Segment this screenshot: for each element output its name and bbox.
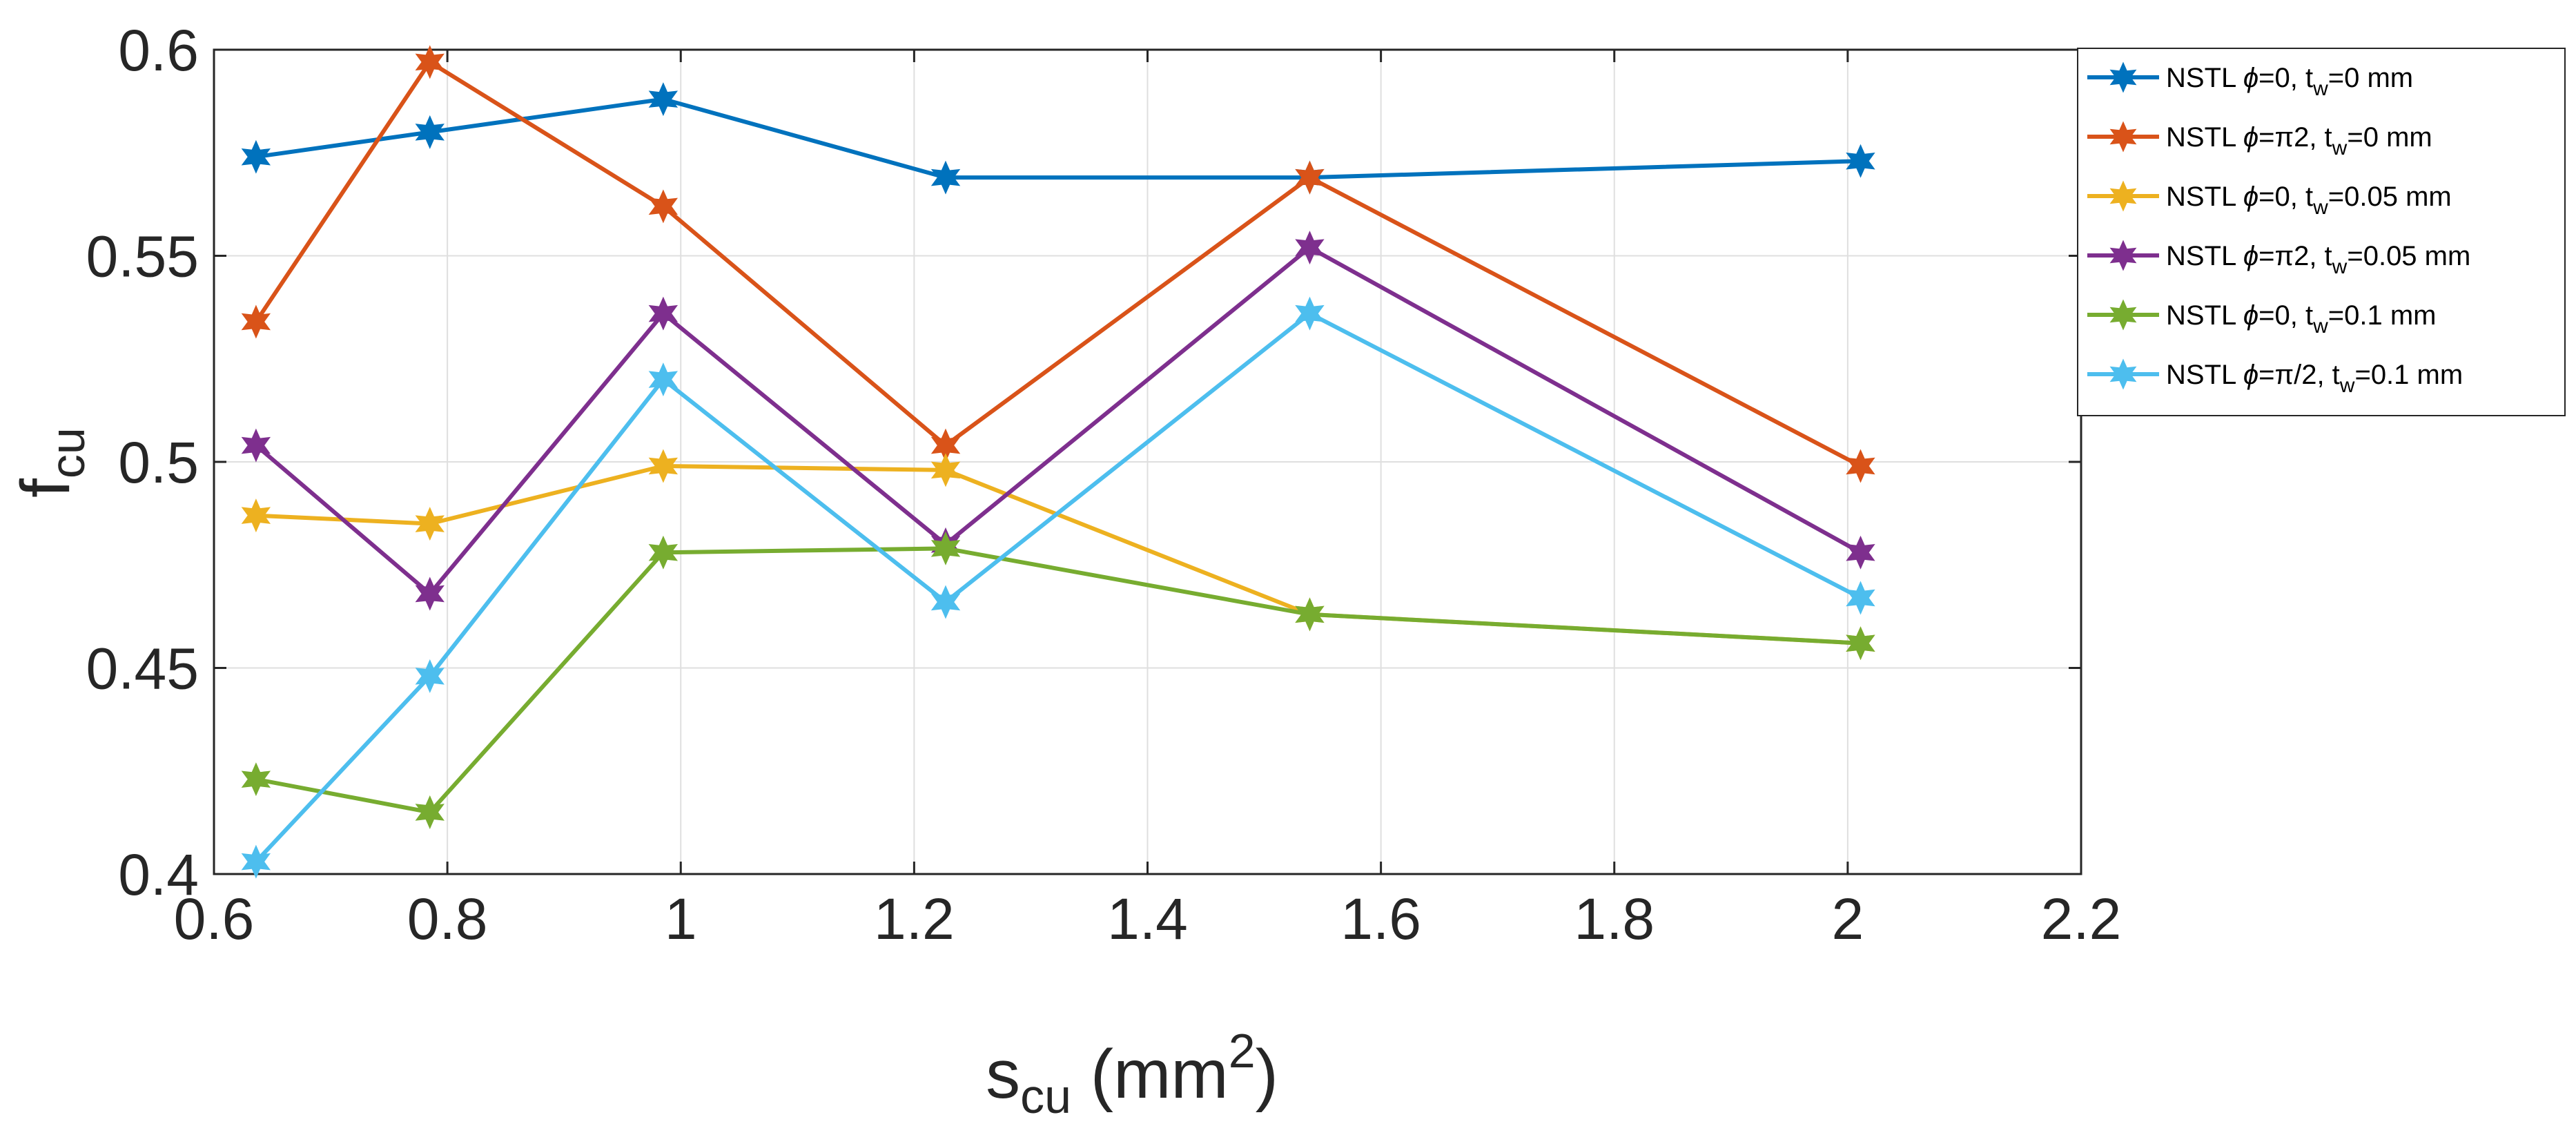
x-tick-label: 2 (1832, 886, 1864, 951)
x-tick-label: 0.8 (407, 886, 488, 951)
data-point (1846, 626, 1875, 661)
series-line (255, 464, 1861, 646)
legend-entry: NSTL ϕ=π2, tw=0 mm (2087, 121, 2432, 159)
legend-label: NSTL ϕ=π2, tw=0 mm (2166, 122, 2432, 159)
data-point (930, 531, 961, 565)
series-s4 (241, 531, 1875, 829)
legend-box (2077, 48, 2566, 416)
data-point (648, 362, 679, 397)
series-s0 (241, 82, 1875, 195)
data-point (648, 535, 679, 570)
series-s3 (241, 231, 1875, 611)
data-point (1295, 160, 1325, 195)
legend-entry: NSTL ϕ=0, tw=0.1 mm (2087, 299, 2436, 338)
data-point (415, 115, 445, 149)
data-point (1295, 231, 1325, 265)
x-tick-label: 0.6 (174, 886, 255, 951)
data-point (648, 449, 679, 483)
data-point (241, 304, 271, 339)
data-point (241, 428, 271, 463)
legend-marker (2109, 358, 2137, 390)
series-line (254, 59, 1862, 468)
data-point (930, 160, 961, 195)
x-tick-label: 1.4 (1107, 886, 1188, 951)
legend-label: NSTL ϕ=0, tw=0 mm (2166, 63, 2413, 100)
legend-entry: NSTL ϕ=π2, tw=0.05 mm (2087, 240, 2470, 278)
data-point (415, 45, 445, 79)
x-axis-label: scu (mm2) (986, 1024, 1278, 1123)
legend-label: NSTL ϕ=π/2, tw=0.1 mm (2166, 360, 2463, 397)
x-tick-label: 1 (665, 886, 697, 951)
series-s5 (241, 296, 1875, 879)
data-point (415, 795, 445, 829)
data-point (1846, 581, 1875, 615)
series-s1 (241, 45, 1875, 483)
data-point (415, 659, 445, 693)
axes-frame (213, 48, 2082, 875)
series-line (255, 97, 1861, 180)
data-point (241, 762, 271, 797)
legend-entry: NSTL ϕ=π/2, tw=0.1 mm (2087, 358, 2463, 397)
grid (214, 50, 2081, 874)
legend: NSTL ϕ=0, tw=0 mm NSTL ϕ=π2, tw=0 mm NSTL … (2077, 48, 2566, 416)
data-point (1846, 449, 1875, 483)
data-point (415, 576, 445, 611)
legend-entry: NSTL ϕ=0, tw=0 mm (2087, 61, 2413, 100)
legend-marker (2109, 180, 2137, 212)
y-tick-label: 0.4 (118, 842, 199, 907)
legend-marker (2109, 240, 2137, 271)
data-point (648, 296, 679, 331)
data-point (1295, 296, 1325, 331)
y-tick-label: 0.55 (86, 224, 199, 289)
legend-marker (2109, 299, 2137, 331)
data-point (1295, 597, 1325, 632)
data-point (241, 498, 271, 533)
data-point (930, 585, 961, 619)
legend-marker (2109, 121, 2137, 153)
data-point (930, 453, 961, 487)
data-point (415, 507, 445, 541)
data-point (648, 82, 679, 117)
legend-label: NSTL ϕ=0, tw=0.1 mm (2166, 300, 2436, 338)
y-tick-label: 0.45 (86, 637, 199, 701)
legend-label: NSTL ϕ=0, tw=0.05 mm (2166, 182, 2452, 219)
legend-entries: NSTL ϕ=0, tw=0 mm NSTL ϕ=π2, tw=0 mm NSTL … (2087, 61, 2470, 397)
y-axis-label: fcu (7, 427, 95, 498)
y-tick-label: 0.6 (118, 18, 199, 83)
legend-marker (2109, 61, 2137, 93)
y-tick-label: 0.5 (118, 430, 199, 495)
series-line (255, 546, 1861, 815)
data-point (1846, 535, 1875, 570)
series-s2 (241, 449, 1875, 661)
x-tick-label: 1.6 (1340, 886, 1421, 951)
x-tick-label: 2.2 (2041, 886, 2122, 951)
x-tick-label: 1.8 (1574, 886, 1655, 951)
series-group (241, 45, 1875, 879)
series-line (254, 311, 1862, 864)
data-point (1846, 144, 1875, 178)
legend-entry: NSTL ϕ=0, tw=0.05 mm (2087, 180, 2452, 219)
data-point (241, 139, 271, 174)
legend-label: NSTL ϕ=π2, tw=0.05 mm (2166, 241, 2470, 278)
x-tick-label: 1.2 (874, 886, 955, 951)
data-point (648, 189, 679, 224)
tick-labels: 0.6 0.8 1 1.2 1.4 1.6 1.8 2 2.2 0.4 0.45 0.5 0.55 0.6 (86, 18, 2122, 951)
data-point (241, 844, 271, 879)
series-line (254, 245, 1862, 596)
